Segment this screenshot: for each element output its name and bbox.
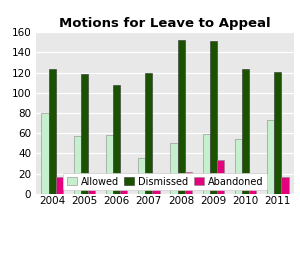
Bar [113,85,120,194]
Bar [56,176,63,194]
Bar [178,40,185,194]
Bar [41,113,49,194]
Bar [267,120,274,194]
Bar [170,143,178,194]
Bar [274,72,281,194]
Bar [88,176,95,194]
Legend: Allowed, Dismissed, Abandoned: Allowed, Dismissed, Abandoned [63,173,267,190]
Bar [49,69,56,194]
Bar [203,134,210,194]
Bar [145,73,152,194]
Bar [81,74,88,194]
Bar [281,176,289,194]
Bar [138,158,145,194]
Bar [210,41,217,194]
Bar [217,160,224,194]
Bar [235,139,242,194]
Bar [152,178,160,194]
Bar [106,135,113,194]
Bar [249,180,256,194]
Bar [185,172,192,194]
Bar [74,136,81,194]
Bar [120,179,127,194]
Bar [242,69,249,194]
Title: Motions for Leave to Appeal: Motions for Leave to Appeal [59,17,271,30]
